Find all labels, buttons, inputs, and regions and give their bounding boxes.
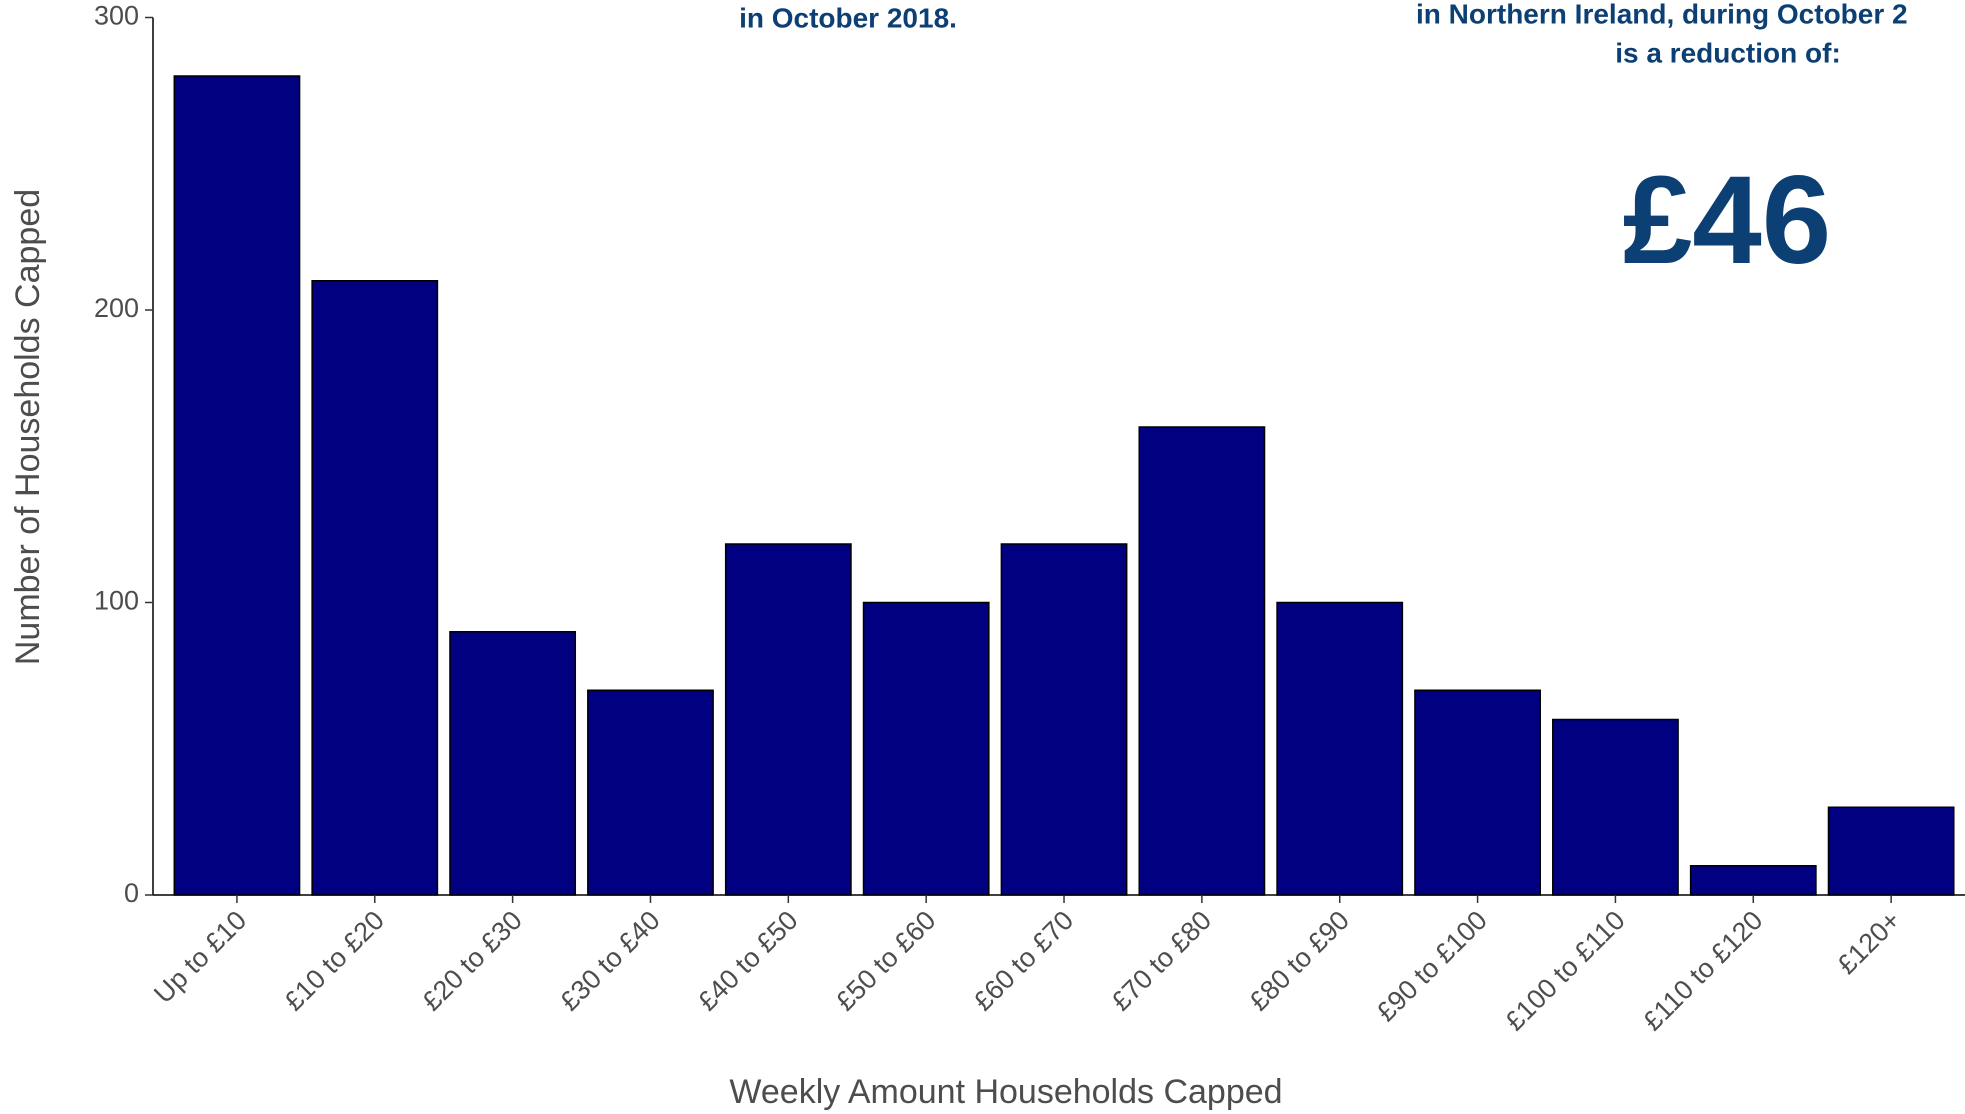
y-tick-label: 200 bbox=[94, 293, 139, 323]
x-tick-label: Up to £10 bbox=[148, 905, 252, 1009]
bar bbox=[173, 75, 301, 896]
x-tick-label: £80 to £90 bbox=[1244, 905, 1355, 1016]
annotation: is a reduction of: bbox=[1615, 37, 1841, 68]
bar bbox=[1552, 718, 1679, 896]
bar bbox=[1827, 806, 1955, 896]
y-axis-title: Number of Households Capped bbox=[9, 189, 47, 665]
x-tick-label: £50 to £60 bbox=[830, 905, 941, 1016]
bar bbox=[1138, 426, 1266, 896]
y-tick-label: 0 bbox=[124, 878, 139, 908]
bar bbox=[1414, 689, 1541, 896]
bar bbox=[449, 631, 577, 896]
bar bbox=[311, 280, 439, 896]
x-tick-label: £60 to £70 bbox=[968, 905, 1079, 1016]
x-tick-label: £90 to £100 bbox=[1371, 905, 1493, 1027]
x-tick-label: £40 to £50 bbox=[692, 905, 803, 1016]
x-tick-label: £110 to £120 bbox=[1637, 905, 1768, 1036]
bar bbox=[587, 689, 714, 896]
bar bbox=[1276, 601, 1404, 896]
y-tick-label: 100 bbox=[94, 586, 139, 616]
x-tick-label: £70 to £80 bbox=[1106, 905, 1217, 1016]
bar bbox=[724, 543, 852, 896]
bar bbox=[862, 601, 990, 896]
x-tick-label: £120+ bbox=[1832, 905, 1907, 980]
big-number: £46 bbox=[1623, 151, 1832, 290]
bar bbox=[1689, 865, 1817, 896]
x-tick-label: £10 to £20 bbox=[279, 905, 390, 1016]
y-tick-label: 300 bbox=[94, 1, 139, 31]
annotation: in Northern Ireland, during October 2 bbox=[1416, 0, 1908, 29]
bar bbox=[1000, 543, 1128, 896]
x-tick-label: £100 to £110 bbox=[1499, 905, 1630, 1036]
x-tick-label: £20 to £30 bbox=[416, 905, 527, 1016]
annotation: in October 2018. bbox=[739, 2, 957, 33]
x-axis-title: Weekly Amount Households Capped bbox=[729, 1073, 1282, 1111]
x-tick-label: £30 to £40 bbox=[554, 905, 665, 1016]
